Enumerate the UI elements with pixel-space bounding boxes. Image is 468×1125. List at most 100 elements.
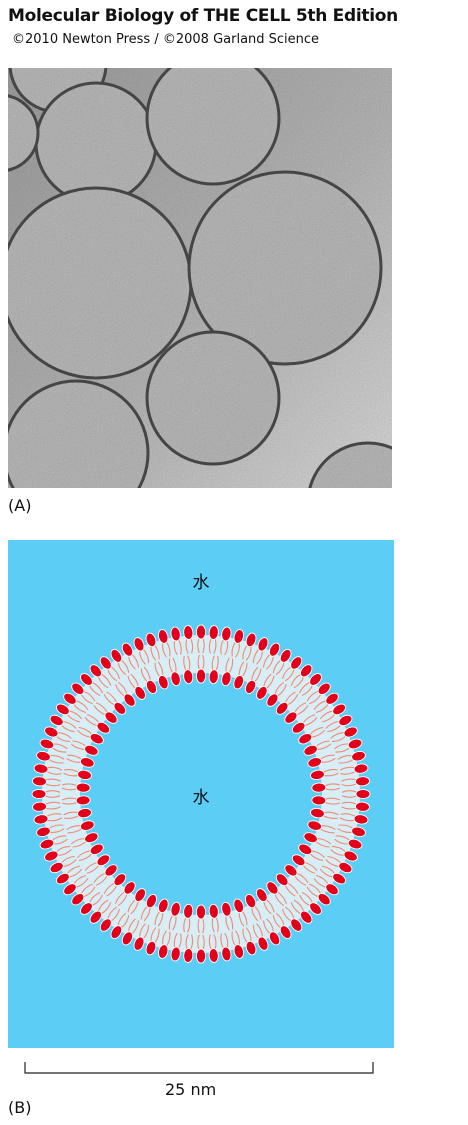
lipid-tail: [143, 907, 151, 922]
lipid-tail: [78, 726, 93, 735]
lipid-head: [157, 898, 169, 914]
lipid-head: [121, 931, 134, 946]
lipid-tail: [262, 920, 271, 935]
lipid-head: [75, 782, 91, 793]
lipid-tail: [162, 642, 167, 658]
lipid-tail: [311, 729, 325, 738]
lipid-tail: [173, 640, 178, 656]
lipid-head: [77, 807, 92, 819]
lipid-tail: [266, 918, 275, 933]
lipid-tail: [97, 899, 109, 912]
lipid-tail: [47, 766, 63, 771]
lipid-tail: [298, 681, 311, 694]
lipid-tail: [324, 801, 340, 805]
lipid-tail: [313, 700, 327, 711]
lipid-tail: [320, 825, 336, 831]
lipid-head: [195, 948, 207, 964]
lipid-tail: [281, 908, 292, 922]
lipid-head: [89, 843, 104, 855]
lipid-tail: [302, 864, 316, 874]
lipid-head: [84, 832, 99, 844]
lipid-tail: [309, 726, 324, 735]
lipid-tail: [228, 914, 234, 930]
lipid-tail: [211, 655, 215, 671]
lipid-head: [208, 669, 219, 685]
liposome-vesicle: [145, 330, 281, 466]
lipid-tail: [185, 638, 189, 654]
lipid-tail: [238, 911, 245, 927]
lipid-head: [298, 843, 313, 855]
lipid-tail: [213, 934, 217, 950]
lipid-head: [44, 850, 59, 862]
lipid-head: [113, 701, 127, 715]
liposome-vesicle: [34, 81, 158, 205]
lipid-head: [113, 873, 127, 887]
lipid-tail: [341, 778, 357, 782]
lipid-tail: [110, 666, 121, 680]
lipid-head: [355, 788, 371, 800]
lipid-tail: [337, 828, 353, 833]
lipid-tail: [115, 684, 126, 697]
lipid-tail: [201, 654, 205, 671]
lipid-head: [311, 795, 327, 806]
lipid-head: [39, 838, 55, 850]
lipid-head: [221, 626, 232, 642]
lipid-tail: [327, 724, 342, 733]
lipid-tail: [265, 899, 275, 913]
liposome-vesicle: [145, 68, 281, 186]
lipid-head: [343, 850, 358, 862]
lipid-head: [221, 671, 232, 687]
lipid-tail: [323, 772, 339, 777]
lipid-head: [157, 944, 169, 959]
lipid-head: [134, 888, 146, 903]
lipid-tail: [322, 815, 338, 819]
lipid-tail: [263, 900, 272, 915]
lipid-tail: [142, 648, 150, 664]
lipid-head: [343, 726, 358, 738]
lipid-tail: [335, 747, 351, 753]
lipid-tail: [97, 676, 109, 689]
scale-bar: [24, 1062, 374, 1074]
lipid-tail: [117, 893, 128, 907]
lipid-tail: [78, 853, 93, 862]
lipid-tail: [46, 813, 62, 818]
lipid-tail: [55, 735, 71, 743]
lipid-tail: [45, 783, 61, 787]
lipid-head: [279, 925, 292, 940]
lipid-head: [309, 673, 322, 686]
lipid-tail: [274, 681, 285, 695]
lipid-head: [170, 671, 181, 687]
lipid-tail: [117, 681, 128, 695]
lipid-tail: [324, 797, 341, 801]
lipid-head: [291, 721, 306, 734]
lipid-tail: [325, 859, 340, 868]
lipid-head: [290, 918, 303, 932]
lipid-tail: [131, 653, 140, 668]
lipid-tail: [72, 840, 87, 848]
lipid-tail: [57, 732, 72, 739]
lipid-tail: [275, 661, 285, 676]
lipid-head: [104, 864, 118, 877]
lipid-tail: [325, 720, 340, 729]
liposome-diagram: 水 水: [8, 540, 394, 1048]
lipid-head: [290, 656, 303, 670]
lipid-tail: [339, 766, 355, 771]
lipid-head: [310, 769, 325, 781]
lipid-head: [99, 918, 112, 932]
lipid-head: [268, 931, 281, 946]
lipid-head: [39, 738, 55, 750]
liposome-schematic: 水 水: [8, 540, 394, 1048]
lipid-tail: [63, 772, 79, 777]
lipid-tail: [284, 668, 295, 682]
lipid-tail: [60, 855, 75, 864]
lipid-tail: [127, 918, 136, 933]
lipid-tail: [263, 673, 272, 688]
lipid-head: [195, 624, 207, 640]
lipid-head: [303, 744, 318, 756]
lipid-tail: [44, 795, 61, 798]
lipid-tail: [55, 845, 71, 853]
lipid-tail: [298, 894, 311, 907]
lipid-tail: [327, 855, 342, 864]
lipid-head: [325, 692, 339, 705]
lipid-head: [332, 872, 347, 885]
